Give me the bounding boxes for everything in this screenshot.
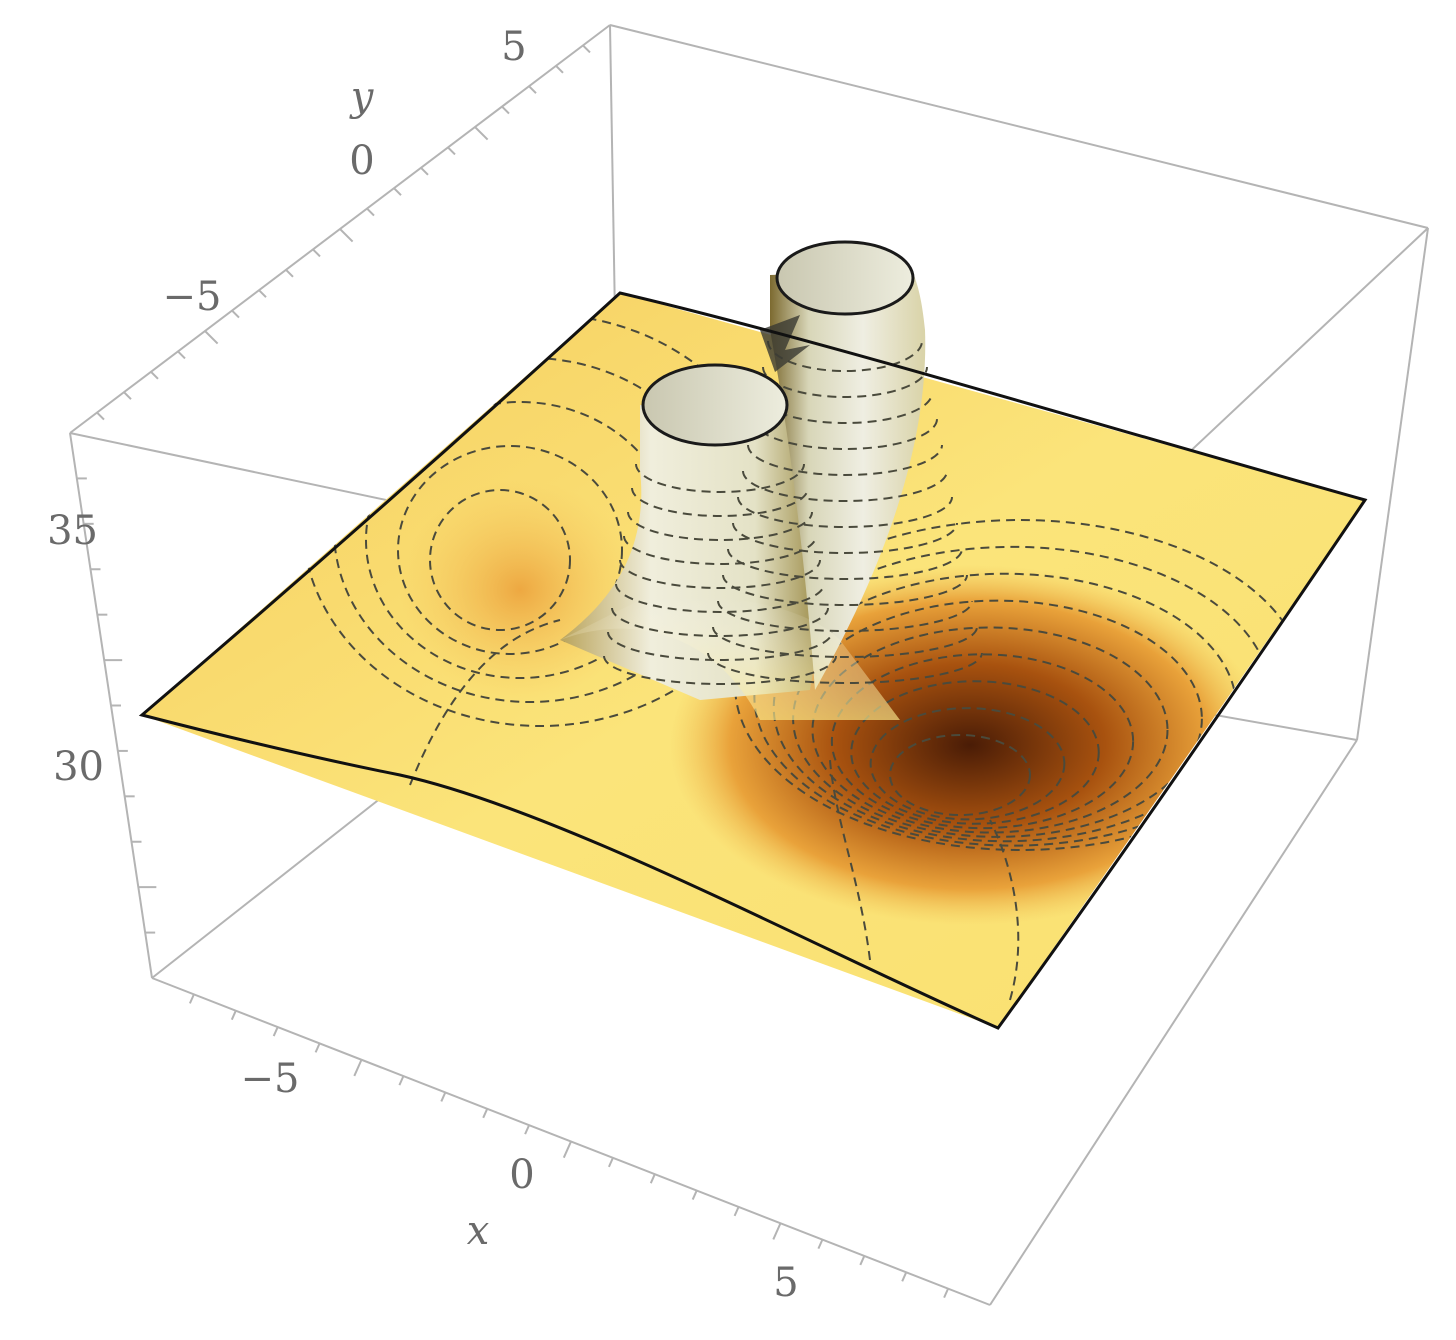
tick-mark (582, 44, 591, 54)
peak-ring (712, 626, 978, 658)
peak-ring (619, 559, 821, 589)
tick-mark (150, 371, 159, 380)
z-axis: 35 30 (47, 508, 104, 790)
z-tick-label: 35 (47, 508, 98, 554)
surface-edge (138, 291, 1368, 1030)
tick-mark (691, 1190, 698, 1200)
peak-ring (707, 652, 983, 684)
x-tick-label: 0 (509, 1152, 534, 1198)
y-tick-label: −5 (163, 274, 222, 320)
y-tick-label: 5 (501, 24, 526, 70)
tick-mark (901, 1271, 908, 1282)
peak-contours (603, 340, 983, 685)
tick-mark (272, 1026, 279, 1037)
peak-rim (641, 363, 789, 447)
tick-mark (524, 1124, 531, 1135)
peak-junction (760, 315, 810, 372)
tick-mark (96, 411, 105, 421)
tick-mark (859, 1255, 866, 1266)
tick-mark (123, 391, 132, 400)
peak-ring (737, 496, 953, 528)
peak-ring (732, 522, 958, 554)
tick-mark (474, 126, 489, 141)
tick-mark (501, 105, 510, 115)
contour-line (429, 489, 571, 631)
tick-mark (772, 1222, 782, 1240)
tick-mark (943, 1288, 950, 1299)
tick-mark (528, 85, 537, 94)
y-axis: 5 0 −5 y (163, 24, 527, 320)
x-tick-label: 5 (773, 1260, 798, 1306)
y-axis-title: y (349, 74, 375, 120)
box-edge (1356, 227, 1429, 741)
box-edge (989, 739, 1358, 1306)
tick-mark (312, 248, 321, 258)
surface-peaks (560, 240, 983, 720)
tick-mark (817, 1239, 824, 1250)
tick-mark (353, 1059, 363, 1077)
peak-ring (631, 487, 809, 517)
x-axis: −5 0 5 x (241, 1056, 799, 1306)
peak-ring (742, 470, 948, 502)
x-axis-title: x (467, 1208, 490, 1254)
contour-line (409, 619, 561, 786)
peak-ring (611, 607, 829, 637)
contour-line (850, 680, 1100, 825)
contour-line (889, 734, 1031, 816)
tick-mark (562, 1141, 572, 1159)
peak-ring (635, 463, 805, 493)
peak-column (770, 270, 926, 690)
contour-line (811, 626, 1169, 834)
z-tick-label: 30 (53, 744, 104, 790)
peak-base-blend (560, 596, 900, 720)
tick-mark (447, 146, 456, 156)
tick-mark (258, 289, 267, 298)
tick-mark (649, 1173, 656, 1184)
tick-mark (440, 1092, 447, 1102)
peak-ring (607, 631, 833, 661)
tick-mark (393, 187, 402, 196)
peak-ring (722, 574, 968, 606)
contour-line (989, 819, 1020, 1001)
x-tick-label: −5 (241, 1056, 300, 1102)
tick-mark (482, 1108, 489, 1119)
peak-ring (747, 444, 943, 476)
y-tick-label: 0 (349, 138, 374, 184)
tick-mark (733, 1206, 740, 1217)
peak-ring (627, 511, 813, 541)
tick-mark (366, 207, 375, 217)
tick-mark (555, 65, 564, 74)
contour-line (397, 445, 623, 655)
peak-rim (775, 240, 915, 316)
tick-mark (285, 269, 294, 278)
peak-ring (727, 548, 963, 580)
tick-mark (231, 309, 240, 319)
tick-mark (339, 228, 354, 243)
tick-mark (398, 1075, 405, 1086)
surface (138, 240, 1368, 1030)
tick-mark (420, 167, 429, 176)
contour-line (830, 653, 1135, 830)
tick-mark (177, 350, 186, 360)
tick-mark (188, 993, 195, 1004)
tick-mark (607, 1157, 614, 1168)
box-edge (609, 24, 1429, 229)
peak-ring (603, 655, 837, 685)
tick-mark (314, 1042, 321, 1053)
contour-line (869, 707, 1066, 821)
peak-ring (717, 600, 973, 632)
tick-mark (230, 1010, 237, 1021)
peak-ring (623, 535, 817, 565)
axis-ticks (76, 44, 950, 1299)
peak-ring (615, 583, 825, 613)
contour-line (829, 759, 871, 961)
tick-mark (204, 330, 219, 345)
